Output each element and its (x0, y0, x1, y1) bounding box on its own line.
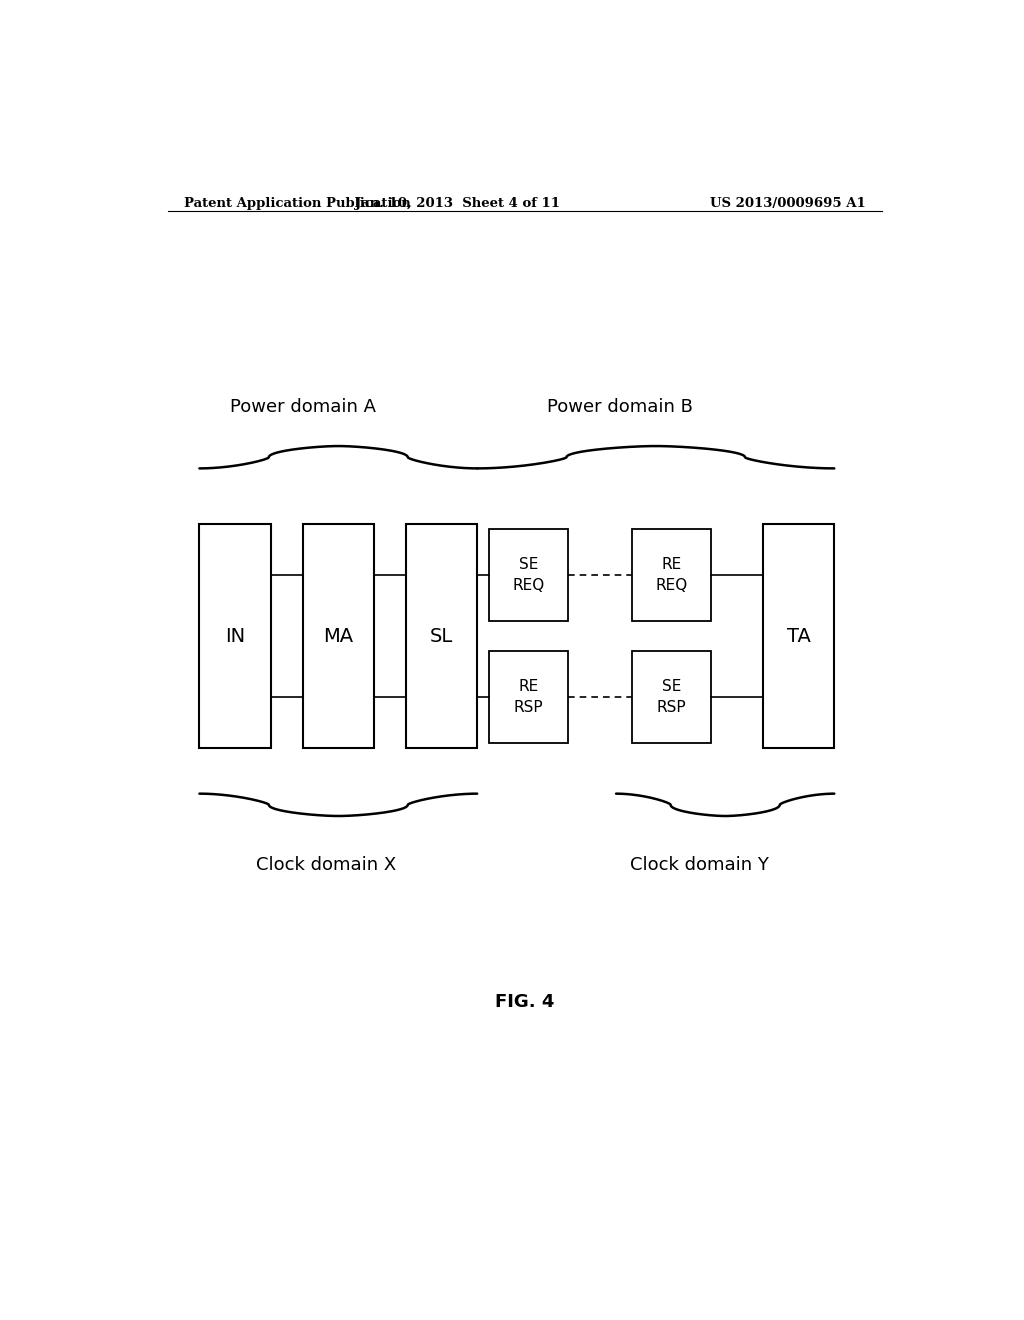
Text: Patent Application Publication: Patent Application Publication (183, 197, 411, 210)
Text: RE
RSP: RE RSP (514, 678, 544, 715)
Text: Power domain A: Power domain A (229, 399, 376, 416)
Bar (303, 524, 374, 748)
Text: SE
REQ: SE REQ (513, 557, 545, 593)
Bar (489, 651, 568, 743)
Text: Clock domain X: Clock domain X (256, 855, 396, 874)
Bar (200, 524, 270, 748)
Text: Clock domain Y: Clock domain Y (630, 855, 769, 874)
Text: MA: MA (324, 627, 353, 645)
Text: Power domain B: Power domain B (547, 399, 693, 416)
Text: TA: TA (786, 627, 811, 645)
Text: Jan. 10, 2013  Sheet 4 of 11: Jan. 10, 2013 Sheet 4 of 11 (355, 197, 560, 210)
Bar (632, 651, 712, 743)
Bar (763, 524, 835, 748)
Text: RE
REQ: RE REQ (655, 557, 688, 593)
Text: SL: SL (430, 627, 453, 645)
Text: FIG. 4: FIG. 4 (496, 993, 554, 1011)
Text: SE
RSP: SE RSP (656, 678, 686, 715)
Bar (489, 529, 568, 620)
Bar (632, 529, 712, 620)
Text: IN: IN (225, 627, 245, 645)
Bar (406, 524, 477, 748)
Text: US 2013/0009695 A1: US 2013/0009695 A1 (711, 197, 866, 210)
